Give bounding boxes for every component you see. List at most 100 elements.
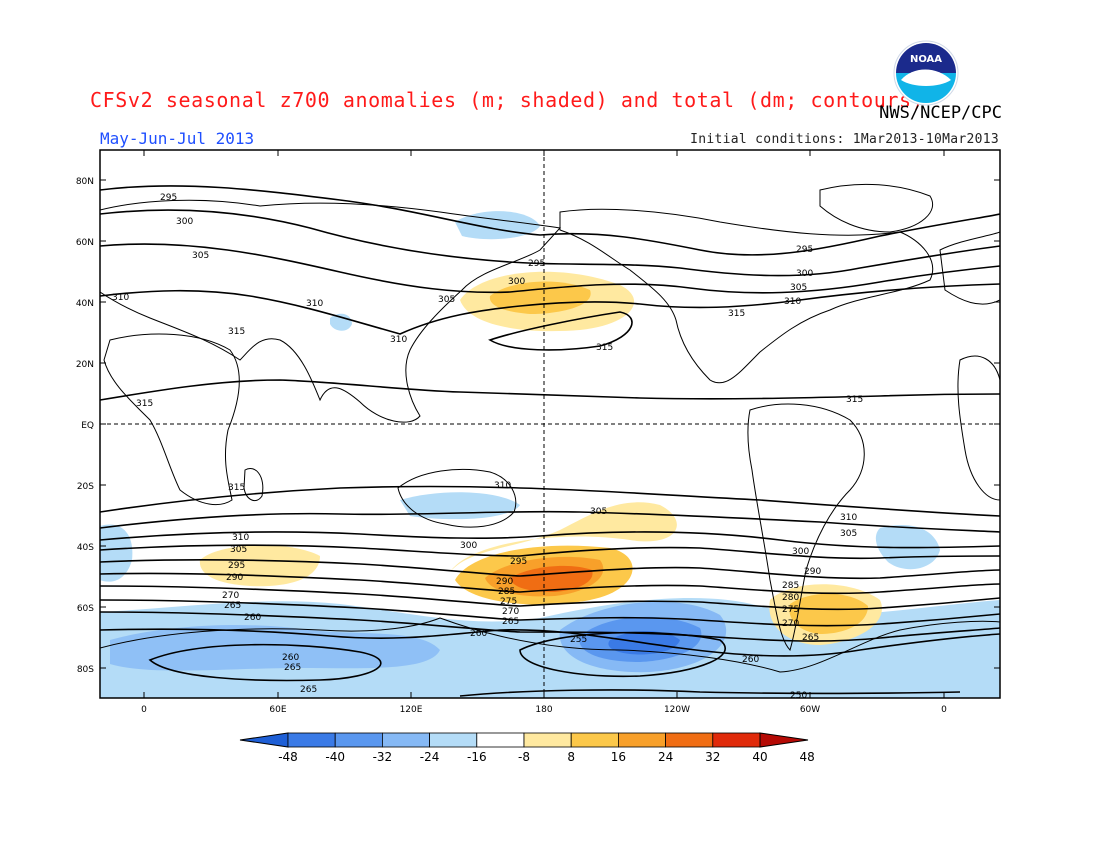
contour-285-south xyxy=(100,572,1000,595)
colorbar-tick-label: -24 xyxy=(420,750,440,764)
contour-label: 260 xyxy=(742,655,759,665)
noaa-logo: NOAA xyxy=(893,40,959,106)
pos-anomaly-south-atlantic-core xyxy=(789,593,868,634)
coast-south-america xyxy=(747,403,865,651)
colorbar-tick-label: 8 xyxy=(567,750,575,764)
colorbar-swatch xyxy=(523,732,572,748)
contour-label: 265 xyxy=(300,685,317,695)
contour-label: 260 xyxy=(470,629,487,639)
contour-label: 315 xyxy=(596,343,613,353)
contour-label: 250 xyxy=(790,691,807,701)
lat-ticks xyxy=(100,179,1000,669)
lat-label: 60N xyxy=(76,238,94,248)
contour-300-north xyxy=(100,209,1000,277)
lat-axis: 80N 60N 40N 20N EQ 20S 40S 60S 80S xyxy=(76,177,94,675)
contour-label: 315 xyxy=(136,399,153,409)
pos-anomaly-south-indian xyxy=(199,545,320,587)
contour-label: 265 xyxy=(802,633,819,643)
contour-305-south xyxy=(100,510,1000,533)
contour-label: 305 xyxy=(790,283,807,293)
lat-label: 40S xyxy=(77,543,94,553)
colorbar-swatch xyxy=(287,732,336,748)
colorbar-tick-label: 40 xyxy=(752,750,767,764)
lon-label: 180 xyxy=(535,705,552,715)
coast-antarctica xyxy=(100,617,1000,673)
contour-label: 295 xyxy=(228,561,245,571)
contour-label: 300 xyxy=(508,277,525,287)
initial-conditions: Initial conditions: 1Mar2013-10Mar2013 xyxy=(690,132,999,147)
contour-label: 310 xyxy=(232,533,249,543)
contour-labels: 295 300 305 310 315 295 300 305 310 310 … xyxy=(112,193,863,701)
colorbar-tick-label: 16 xyxy=(611,750,626,764)
contour-label: 305 xyxy=(192,251,209,261)
colorbar-tick-label: -16 xyxy=(467,750,487,764)
colorbar-swatch xyxy=(429,732,478,748)
lon-label: 0 xyxy=(141,705,147,715)
colorbar-swatch xyxy=(334,732,383,748)
contour-265-south xyxy=(100,611,1000,642)
height-contours xyxy=(100,185,1000,697)
lon-ticks xyxy=(143,150,945,698)
colorbar-swatch xyxy=(618,732,667,748)
contour-label: 305 xyxy=(840,529,857,539)
contour-300-south xyxy=(100,531,1000,549)
contour-label: 295 xyxy=(160,193,177,203)
noaa-logo-text: NOAA xyxy=(910,54,942,65)
lat-label: 40N xyxy=(76,299,94,309)
lat-label: 20S xyxy=(77,482,94,492)
colorbar-tick-label: -48 xyxy=(278,750,298,764)
contour-label: 300 xyxy=(176,217,193,227)
pos-anomaly-tasman-outer xyxy=(450,502,677,572)
contour-label: 310 xyxy=(306,299,323,309)
contour-label: 300 xyxy=(796,269,813,279)
lon-label: 60E xyxy=(269,705,286,715)
contour-label: 275 xyxy=(782,605,799,615)
contour-label: 310 xyxy=(840,513,857,523)
contour-280-south xyxy=(100,585,1000,611)
contour-label: 300 xyxy=(792,547,809,557)
colorbar-arrow-right xyxy=(759,732,809,748)
contour-label: 270 xyxy=(502,607,519,617)
contour-label: 305 xyxy=(230,545,247,555)
colorbar-swatch xyxy=(665,732,714,748)
contour-label: 260 xyxy=(282,653,299,663)
forecast-period: May-Jun-Jul 2013 xyxy=(100,129,255,148)
colorbar-tick-label: 24 xyxy=(658,750,673,764)
contour-250 xyxy=(459,689,961,697)
contour-label: 290 xyxy=(804,567,821,577)
contour-label: 255 xyxy=(570,635,587,645)
coast-greenland xyxy=(819,183,933,233)
colorbar-swatch xyxy=(570,732,619,748)
reference-lines xyxy=(100,150,1000,698)
contour-label: 290 xyxy=(496,577,513,587)
lon-axis: 0 60E 120E 180 120W 60W 0 xyxy=(141,705,947,715)
agency-label: NWS/NCEP/CPC xyxy=(879,103,1002,123)
contour-label: 310 xyxy=(494,481,511,491)
lon-label: 120W xyxy=(664,705,690,715)
lon-label: 120E xyxy=(400,705,423,715)
contour-label: 270 xyxy=(782,619,799,629)
contour-label: 290 xyxy=(226,573,243,583)
colorbar-tick-label: -40 xyxy=(325,750,345,764)
contour-label: 270 xyxy=(222,591,239,601)
contour-label: 295 xyxy=(510,557,527,567)
colorbar-arrow-left xyxy=(239,732,289,748)
contour-label: 315 xyxy=(728,309,745,319)
contour-label: 280 xyxy=(782,593,799,603)
colorbar-swatch xyxy=(712,732,761,748)
contour-label: 295 xyxy=(528,259,545,269)
contour-label: 285 xyxy=(782,581,799,591)
contour-label: 275 xyxy=(500,597,517,607)
contour-295-south xyxy=(100,544,1000,560)
colorbar-tick-label: -8 xyxy=(518,750,530,764)
contour-310-north xyxy=(100,283,1000,335)
contour-315-pacific xyxy=(488,311,633,351)
lat-label: 80S xyxy=(77,665,94,675)
contour-label: 315 xyxy=(228,327,245,337)
colorbar-swatch xyxy=(476,732,525,748)
neg-anomaly-west-antarctic xyxy=(110,625,440,671)
contour-255-ring xyxy=(519,631,726,678)
contour-label: 300 xyxy=(460,541,477,551)
lat-label: EQ xyxy=(81,421,94,431)
coast-africa xyxy=(103,333,240,506)
